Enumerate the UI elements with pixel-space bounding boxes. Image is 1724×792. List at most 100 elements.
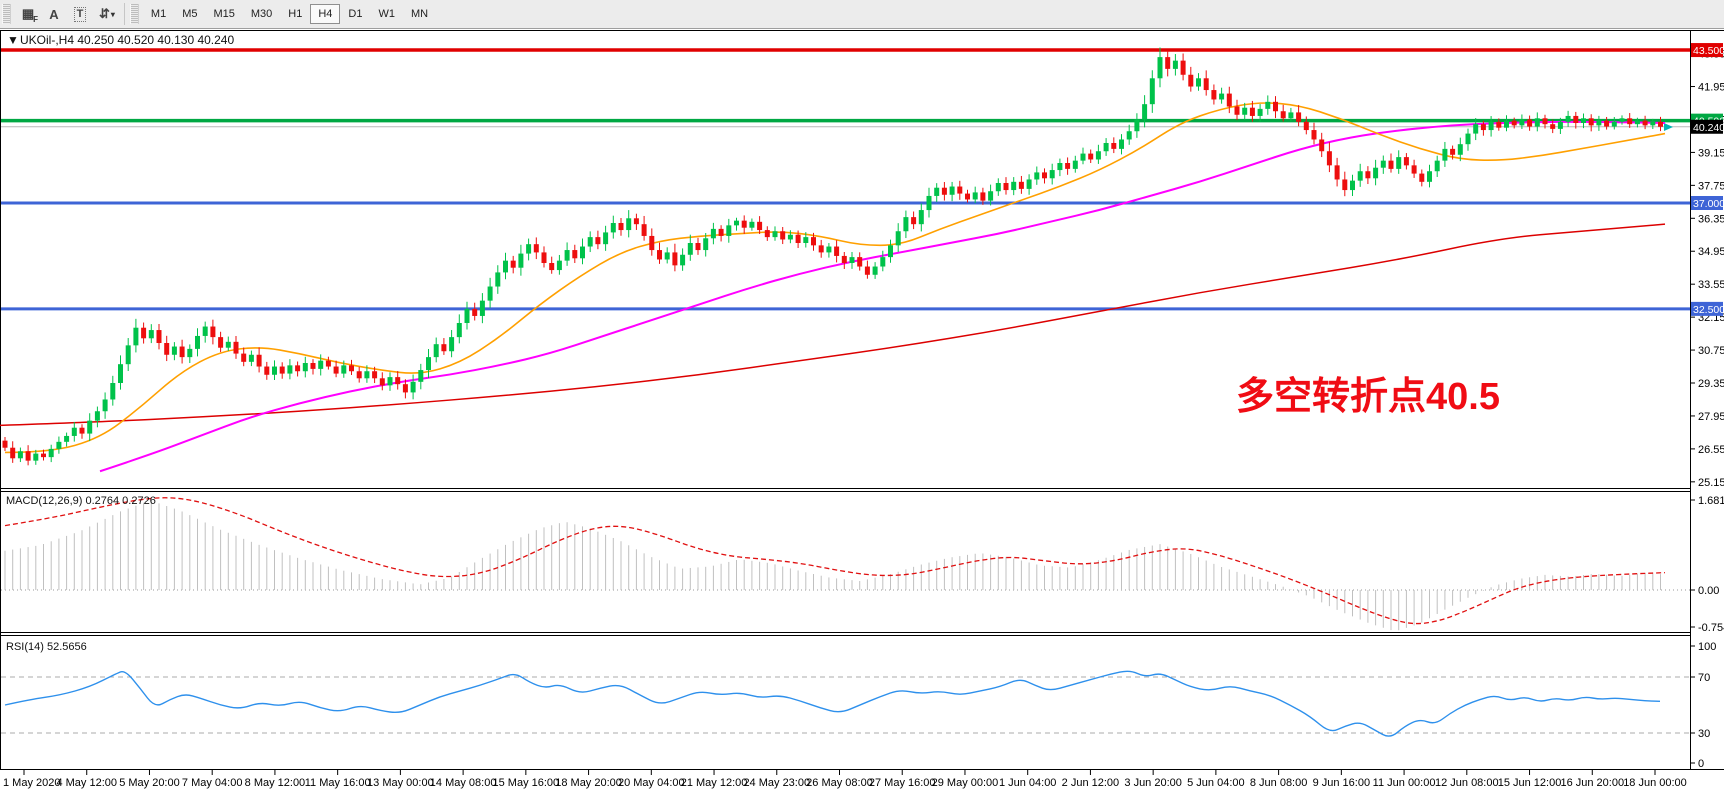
candle-body [1018,181,1024,189]
candle-body [1573,115,1579,123]
candle-body [787,234,793,240]
timeframe-w1-button[interactable]: W1 [370,4,403,24]
text-label-tool-icon[interactable]: A [42,3,66,25]
candle-body [680,254,686,266]
candle-body [633,218,639,225]
candle-body [1457,144,1463,155]
candle-body [1026,179,1032,189]
candle-body [718,228,724,236]
candle-body [1411,165,1417,174]
candle-body [988,191,994,201]
candle-body [1380,160,1386,168]
candle-body [510,260,516,268]
candle-body [1042,172,1047,179]
fast-ma-line [4,102,1666,454]
candle-body [1419,173,1425,182]
chart-surface[interactable] [1,31,1689,489]
candle-body [171,346,177,355]
candle-body [1550,124,1556,129]
candle-body [587,237,593,247]
time-label: 24 May 23:00 [743,777,810,789]
rsi-panel [1,670,1690,737]
timeframe-m1-button[interactable]: M1 [143,4,174,24]
timeframe-button-group: M1 M5 M15 M30 H1 H4 D1 W1 MN [143,4,436,24]
price-axis[interactable]: 43.35041.95040.55039.15037.75036.35034.9… [1690,43,1724,770]
candle-body [141,327,147,339]
rsi-scale-label: 30 [1698,728,1710,740]
candle-body [803,237,809,244]
candle-body [1119,139,1124,149]
toolbar: ▦ F A T ⇵ ▾ M1 M5 M15 M30 H1 H4 D1 W1 MN [0,0,1724,29]
candle-body [703,238,709,251]
text-box-tool-icon[interactable]: T [68,3,92,25]
candle-body [1273,101,1278,112]
symbol-dropdown-icon[interactable]: ▼ [7,33,19,47]
candle-body [102,399,108,412]
candle-body [672,252,678,266]
candle-body [1088,153,1094,160]
timeframe-h4-button[interactable]: H4 [310,4,341,24]
candle-body [826,246,832,253]
mid-ma-line [99,120,1666,473]
candle-body [372,371,378,379]
candle-body [202,326,208,336]
candle-body [1103,142,1109,152]
candle-body [456,323,462,338]
candle-body [1504,120,1509,128]
arrow-tools-button[interactable]: ⇵ ▾ [94,3,120,25]
price-tick-label: 37.750 [1698,180,1724,192]
candle-body [1581,118,1586,123]
candle-body [903,217,909,232]
timeframe-d1-button[interactable]: D1 [340,4,370,24]
timeframe-m15-button[interactable]: M15 [205,4,242,24]
candle-body [1357,171,1363,181]
candle-body [395,377,401,385]
time-label: 27 May 16:00 [869,777,936,789]
macd-signal-line [4,497,1666,625]
price-tick-label: 30.750 [1698,345,1724,357]
toolbar-grip-timeframes[interactable] [129,4,139,24]
rsi-scale-label: 100 [1698,641,1716,653]
timeframe-h1-button[interactable]: H1 [280,4,310,24]
candle-body [1211,90,1217,100]
candle-body [1134,119,1140,132]
candle-body [1350,180,1355,191]
timeframe-mn-button[interactable]: MN [403,4,436,24]
candle-body [641,224,647,236]
candle-body [418,370,424,382]
macd-scale-label: -0.7544 [1698,622,1724,634]
price-label-37.000: 37.000 [1693,198,1724,210]
candle-body [1534,118,1540,127]
price-tick-label: 27.950 [1698,411,1724,423]
candle-body [649,235,655,251]
toolbar-grip[interactable] [2,4,11,24]
timeframe-m30-button[interactable]: M30 [243,4,280,24]
candle-body [1219,93,1225,100]
candle-body [533,244,539,253]
toolbar-separator [123,3,125,25]
slow-ma-line [0,223,1666,427]
candle-body [387,377,393,386]
candle-body [1511,120,1517,126]
time-label: 21 May 12:00 [681,777,748,789]
candle-body [110,383,116,400]
fibonacci-tool-icon[interactable]: ▦ F [16,3,40,25]
candle-body [1172,60,1178,69]
time-label: 15 Jun 12:00 [1498,777,1562,789]
candle-body [757,221,763,231]
candle-body [1242,107,1248,115]
candle-body [33,453,39,461]
candle-body [1011,181,1017,191]
candle-body [934,187,940,196]
time-label: 11 Jun 00:00 [1373,777,1436,789]
timeframe-m5-button[interactable]: M5 [174,4,205,24]
candle-body [864,266,870,275]
candle-body [71,427,77,436]
candle-body [1311,130,1317,140]
candle-body [233,341,239,354]
candle-body [657,250,662,260]
candle-body [841,255,847,264]
candle-body [1627,118,1633,125]
candle-body [318,360,324,369]
